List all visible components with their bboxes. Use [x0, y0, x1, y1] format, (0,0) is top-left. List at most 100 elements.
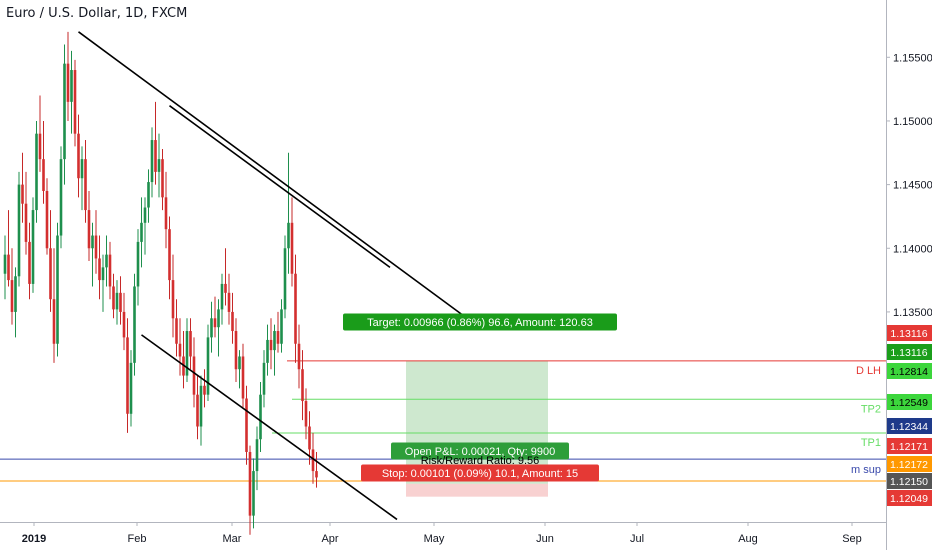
candle-body: [24, 203, 28, 242]
candle-body: [98, 258, 101, 281]
candle-body: [213, 318, 217, 328]
candle-body: [266, 339, 269, 363]
level-label: m sup: [851, 464, 881, 476]
candle-body: [231, 311, 234, 332]
candle-body: [80, 159, 84, 179]
y-tick-label: 1.15000: [893, 116, 932, 128]
y-tick-label: 1.13500: [893, 307, 932, 319]
candle-body: [94, 235, 98, 259]
candle-body: [168, 229, 171, 281]
price-badge-label: 1.12150: [890, 476, 928, 488]
candle-body: [115, 292, 119, 310]
candle-body: [206, 337, 210, 395]
candle-body: [280, 309, 283, 344]
candle-body: [7, 254, 10, 281]
price-badge-label: 1.12344: [890, 421, 928, 433]
candle-body: [122, 311, 126, 338]
candle-body: [304, 401, 308, 427]
target-zone: [406, 360, 548, 484]
y-tick-label: 1.14500: [893, 180, 932, 192]
stop-label-bg: [361, 464, 599, 482]
stop-label: Stop: 0.00101 (0.09%) 10.1, Amount: 15: [382, 468, 578, 480]
candle-body: [119, 292, 122, 312]
x-tick-label: 2019: [22, 533, 46, 545]
price-badge-label: 1.12814: [890, 366, 928, 378]
candle-body: [311, 449, 315, 472]
candle-body: [175, 318, 178, 344]
candle-body: [38, 133, 42, 160]
candle-body: [105, 254, 108, 268]
pnl-label-bg: [391, 442, 569, 460]
candle-body: [164, 197, 168, 230]
candle-body: [140, 222, 143, 242]
x-tick-label: Apr: [321, 533, 338, 545]
candle-body: [203, 385, 206, 395]
candle-body: [252, 471, 255, 516]
candle-body: [108, 254, 112, 287]
candle-body: [224, 283, 227, 293]
candle-body: [126, 337, 129, 414]
candle-body: [87, 210, 91, 249]
candle-body: [143, 207, 147, 223]
candle-body: [189, 331, 192, 357]
candle-body: [70, 70, 73, 102]
level-label: TP2: [861, 403, 881, 415]
candle-body: [196, 394, 199, 427]
candle-body: [59, 159, 63, 236]
candle-body: [28, 241, 31, 284]
candle-body: [63, 63, 66, 160]
y-tick-label: 1.15500: [893, 52, 932, 64]
candle-body: [171, 280, 175, 319]
chart-title: Euro / U.S. Dollar, 1D, FXCM: [6, 6, 188, 21]
price-badge-label: 1.12172: [890, 459, 928, 471]
candle-body: [234, 331, 238, 370]
price-badge: [887, 363, 932, 379]
candle-body: [150, 140, 154, 183]
candle-body: [31, 210, 35, 284]
x-tick-label: Mar: [223, 533, 242, 545]
candle-body: [10, 280, 14, 312]
level-label: TP1: [861, 437, 881, 449]
candle-body: [66, 63, 70, 102]
candle-body: [154, 140, 157, 172]
x-tick-label: Feb: [128, 533, 147, 545]
price-badge-label: 1.12171: [890, 441, 928, 453]
pnl-label: Open P&L: 0.00021, Qty: 9900: [405, 446, 555, 458]
price-badge: [887, 344, 932, 360]
candle-body: [301, 369, 304, 402]
price-badge: [887, 456, 932, 472]
candle-body: [255, 439, 259, 472]
candle-body: [49, 248, 52, 300]
candle-body: [91, 235, 94, 249]
level-label: D LH: [856, 365, 881, 377]
upper-channel-line-2: [169, 105, 391, 269]
x-tick-label: Jun: [536, 533, 554, 545]
candle-body: [297, 343, 301, 370]
candle-body: [283, 248, 287, 310]
candle-body: [56, 235, 59, 344]
candle-body: [248, 451, 252, 516]
candle-body: [220, 283, 224, 310]
price-badge-label: 1.12549: [890, 397, 928, 409]
candle-body: [112, 286, 115, 310]
candle-body: [227, 292, 231, 312]
candle-body: [245, 398, 248, 452]
candle-body: [129, 362, 133, 414]
candle-body: [21, 184, 24, 204]
price-badge: [887, 438, 932, 454]
candle-body: [273, 331, 276, 351]
candle-body: [287, 222, 290, 249]
candle-body: [14, 276, 17, 312]
stop-zone: [406, 483, 548, 497]
candle-body: [77, 133, 80, 179]
candle-body: [269, 339, 273, 351]
target-label: Target: 0.00966 (0.86%) 96.6, Amount: 12…: [367, 317, 593, 329]
candle-body: [35, 133, 38, 211]
price-badge: [887, 394, 932, 410]
candle-body: [52, 299, 56, 344]
candle-body: [276, 331, 280, 344]
lower-channel-line: [141, 334, 398, 521]
candle-body: [3, 254, 7, 274]
y-tick-label: 1.14000: [893, 243, 932, 255]
